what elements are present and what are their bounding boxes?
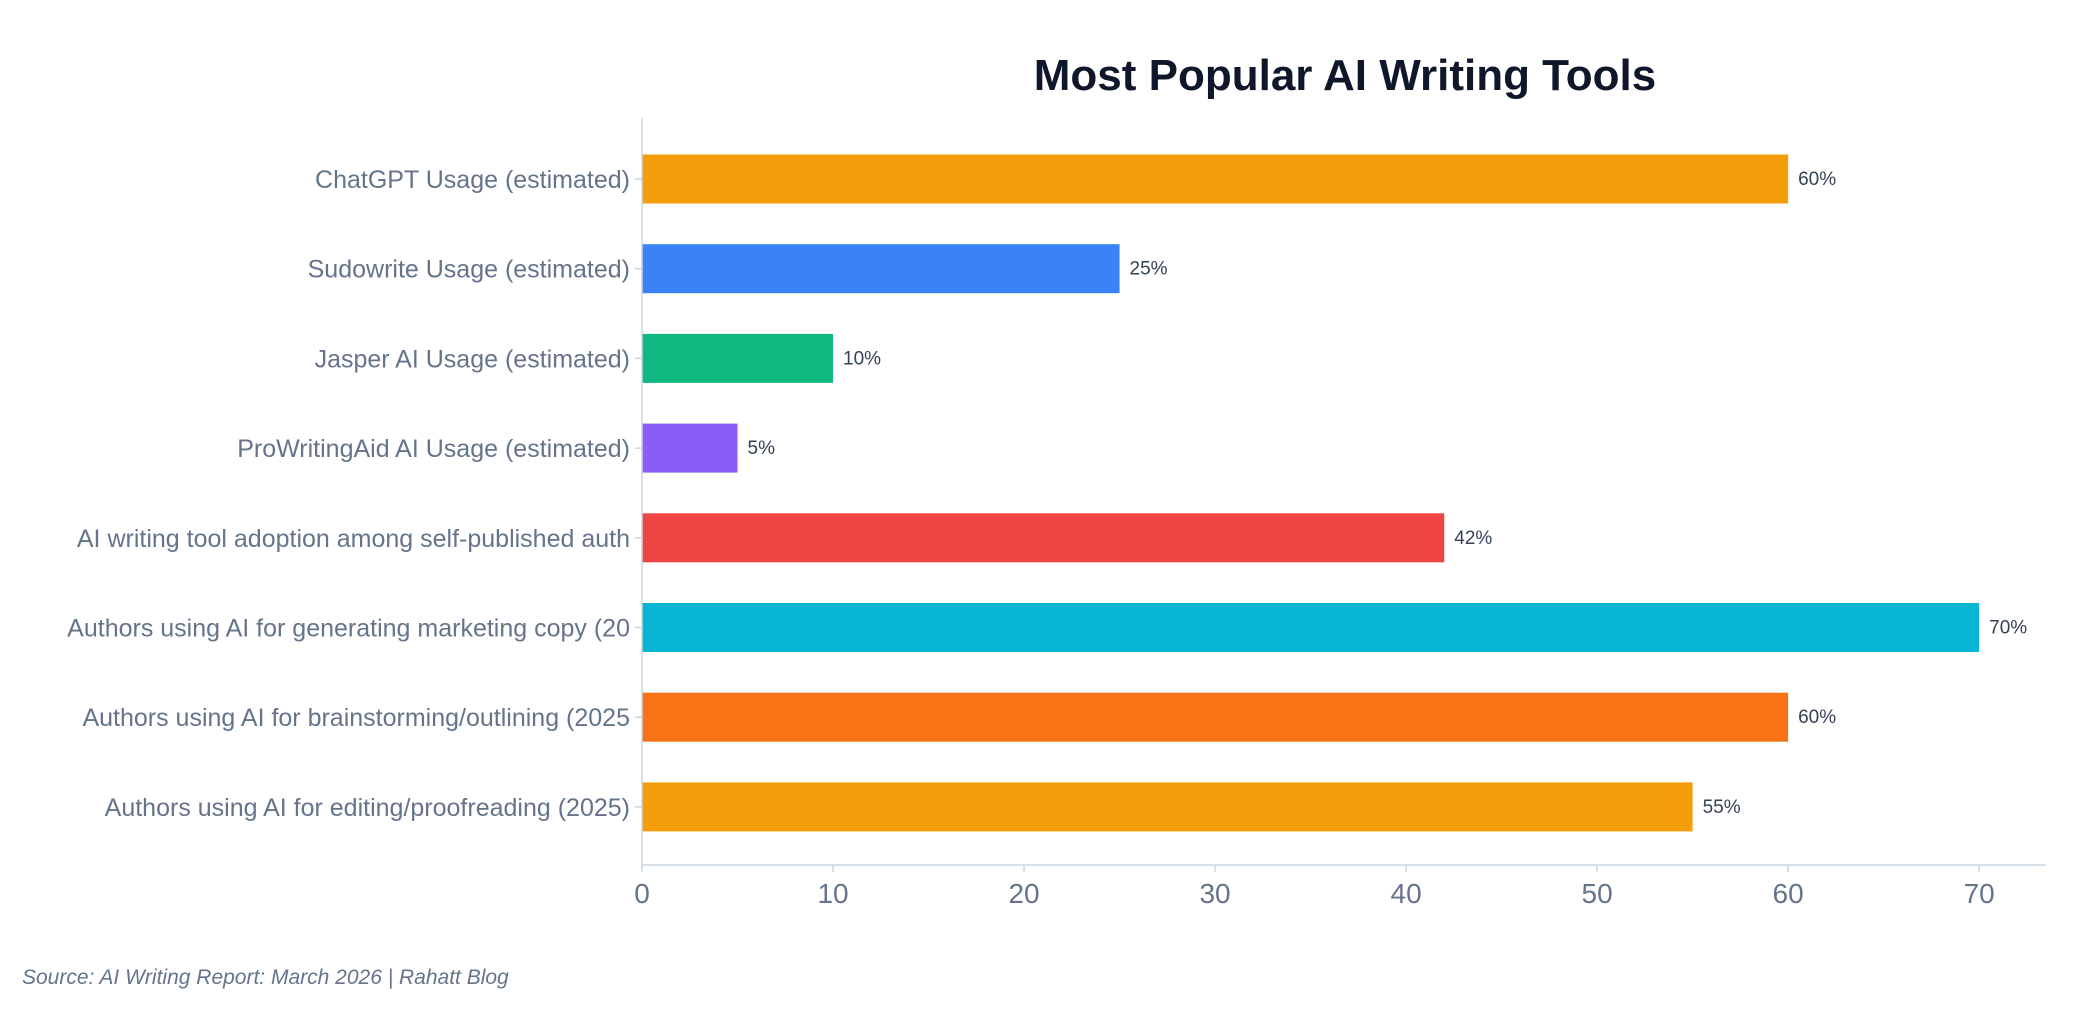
value-label: 60% — [1798, 707, 1836, 728]
x-tick-label: 50 — [1582, 878, 1613, 909]
value-label: 5% — [748, 438, 776, 459]
x-tick-label: 60 — [1773, 878, 1804, 909]
x-tick-label: 40 — [1391, 878, 1422, 909]
category-label: ProWritingAid AI Usage (estimated) — [237, 435, 630, 463]
category-label: ChatGPT Usage (estimated) — [315, 166, 630, 194]
x-tick-label: 30 — [1199, 878, 1230, 909]
value-label: 70% — [1989, 618, 2027, 639]
value-label: 60% — [1798, 169, 1836, 190]
bar — [642, 423, 738, 473]
category-label: AI writing tool adoption among self-publ… — [77, 525, 630, 553]
bar — [642, 244, 1120, 294]
chart-title: Most Popular AI Writing Tools — [1034, 51, 1657, 100]
x-tick-label: 0 — [634, 878, 650, 909]
category-label: Authors using AI for generating marketin… — [67, 615, 630, 643]
value-label: 25% — [1130, 259, 1168, 280]
axes-layer: 0 10 20 30 40 50 60 70 ChatGPT Usage (estimated)… — [67, 118, 2046, 909]
x-tick-label: 70 — [1964, 878, 1995, 909]
category-label: Authors using AI for brainstorming/outli… — [82, 704, 630, 732]
source-note: Source: AI Writing Report: March 2026 | … — [22, 966, 509, 989]
bar — [642, 603, 1980, 652]
value-label: 10% — [843, 348, 881, 369]
value-label: 42% — [1454, 528, 1492, 549]
bar — [642, 513, 1445, 563]
bar — [642, 692, 1789, 742]
category-label: Sudowrite Usage (estimated) — [308, 256, 630, 284]
category-label: Authors using AI for editing/proofreadin… — [105, 794, 630, 822]
bars-layer: 60% 25% 10% 5% 42% 70% 60% 55% — [642, 154, 2027, 832]
bar — [642, 782, 1693, 832]
x-tick-label: 10 — [817, 878, 848, 909]
x-tick-label: 20 — [1008, 878, 1039, 909]
bar — [642, 333, 834, 383]
value-label: 55% — [1703, 797, 1741, 818]
category-label: Jasper AI Usage (estimated) — [315, 345, 630, 373]
bar — [642, 154, 1789, 204]
